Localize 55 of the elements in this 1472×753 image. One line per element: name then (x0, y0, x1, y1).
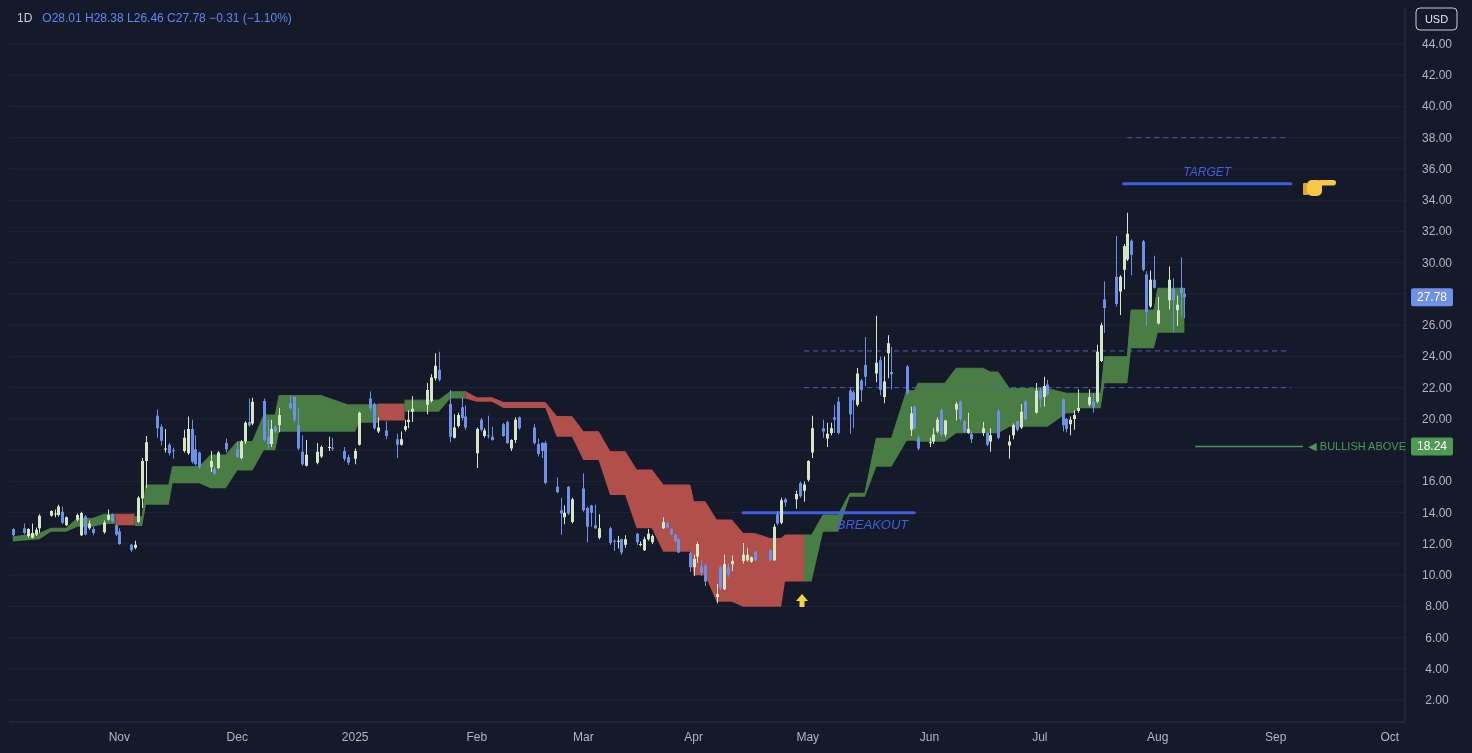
y-tick-label: 22.00 (1421, 380, 1453, 395)
x-tick-label: Dec (226, 730, 248, 744)
y-tick-label: 36.00 (1421, 161, 1453, 176)
y-tick-label: 4.00 (1425, 661, 1449, 676)
candlestick (1077, 389, 1080, 413)
candlestick (1103, 281, 1106, 333)
candlestick (487, 415, 490, 439)
y-axis-title: USD (1424, 13, 1449, 25)
x-tick-label: Jul (1032, 730, 1048, 744)
x-tick-label: Jun (919, 730, 940, 744)
y-tick-label: 12.00 (1421, 536, 1453, 551)
candlestick (890, 347, 893, 390)
y-tick-label: 27.78 (1416, 290, 1448, 305)
y-tick-label: 16.00 (1421, 474, 1453, 489)
y-tick-label: 10.00 (1421, 568, 1453, 583)
x-tick-label: Apr (684, 730, 704, 744)
y-tick-label: 34.00 (1421, 193, 1453, 208)
candlestick (248, 398, 251, 427)
x-tick-label: Nov (108, 730, 130, 744)
x-tick-label: Feb (466, 730, 488, 744)
x-tick-label: Sep (1264, 730, 1287, 744)
legend-label: ◀ BULLISH ABOVE (1308, 440, 1407, 453)
y-tick-label: 20.00 (1421, 411, 1453, 426)
candlestick (331, 437, 334, 451)
chart-title: 1D (17, 11, 33, 25)
y-tick-label: 6.00 (1425, 630, 1449, 645)
series-label: TARGET (1183, 164, 1233, 179)
y-tick-label: 30.00 (1421, 255, 1453, 270)
x-tick-label: May (796, 730, 820, 744)
y-tick-label: 44.00 (1421, 36, 1453, 51)
x-tick-label: Aug (1147, 730, 1169, 744)
y-tick-label: 24.00 (1421, 349, 1453, 364)
y-tick-label: 42.00 (1421, 68, 1453, 83)
y-tick-label: 2.00 (1425, 693, 1449, 708)
y-tick-label: 40.00 (1421, 99, 1453, 114)
candlestick (411, 396, 414, 423)
chart-subtitle: O28.01 H28.38 L26.46 C27.78 −0.31 (−1.10%) (42, 11, 292, 25)
candlestick (172, 447, 175, 459)
candlestick (617, 536, 620, 549)
y-tick-label: 8.00 (1425, 599, 1449, 614)
x-tick-label: Oct (1380, 730, 1400, 744)
y-tick-label: 18.24 (1416, 439, 1448, 454)
candlestick (1180, 257, 1183, 317)
candlestick (328, 436, 331, 451)
candlestick (1073, 410, 1076, 430)
candlestick (560, 497, 563, 535)
series-label: BREAKOUT (836, 516, 910, 532)
y-tick-label: 32.00 (1421, 224, 1453, 239)
y-tick-label: 14.00 (1421, 505, 1453, 520)
candlestick (989, 428, 992, 452)
candlestick (164, 429, 167, 453)
x-tick-label: Mar (573, 730, 594, 744)
y-tick-label: 26.00 (1421, 318, 1453, 333)
y-tick-label: 38.00 (1421, 130, 1453, 145)
x-tick-label: 2025 (341, 730, 369, 744)
